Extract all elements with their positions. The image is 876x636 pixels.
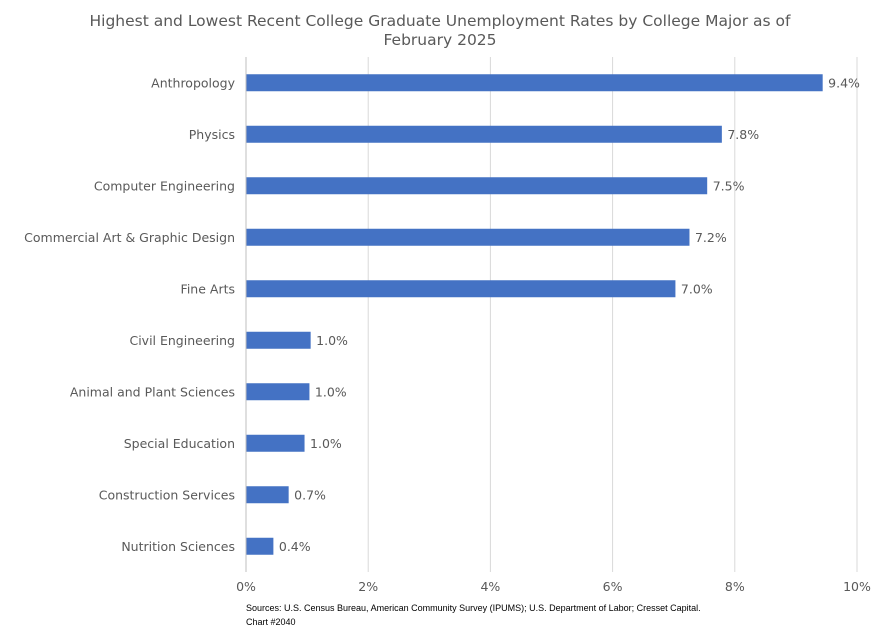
x-tick-label: 10%	[843, 579, 871, 594]
bar	[246, 280, 676, 298]
chart-title: Highest and Lowest Recent College Gradua…	[89, 12, 791, 49]
y-category-label: Fine Arts	[181, 281, 235, 296]
bar	[246, 331, 311, 349]
y-category-label: Computer Engineering	[94, 178, 235, 193]
bar	[246, 228, 690, 246]
x-tick-label: 2%	[358, 579, 378, 594]
data-label: 7.5%	[713, 178, 745, 193]
y-category-label: Commercial Art & Graphic Design	[24, 230, 235, 245]
y-category-label: Construction Services	[99, 487, 235, 502]
data-label: 0.7%	[294, 487, 326, 502]
y-category-label: Physics	[189, 127, 235, 142]
bar	[246, 74, 823, 92]
y-category-label: Anthropology	[151, 75, 235, 90]
data-label: 1.0%	[310, 436, 342, 451]
data-label: 7.8%	[727, 127, 759, 142]
data-label: 7.0%	[681, 281, 713, 296]
sources-note: Sources: U.S. Census Bureau, American Co…	[246, 603, 701, 613]
bar	[246, 125, 722, 143]
data-label: 1.0%	[316, 333, 348, 348]
chart-id: Chart #2040	[246, 617, 296, 627]
bar	[246, 383, 310, 401]
y-category-label: Nutrition Sciences	[121, 539, 235, 554]
x-tick-label: 0%	[236, 579, 256, 594]
data-label: 0.4%	[279, 539, 311, 554]
bar	[246, 177, 708, 195]
bar	[246, 537, 274, 555]
bar	[246, 486, 289, 504]
x-tick-label: 4%	[480, 579, 500, 594]
x-tick-label: 6%	[603, 579, 623, 594]
y-category-label: Animal and Plant Sciences	[70, 384, 235, 399]
data-label: 1.0%	[315, 384, 347, 399]
y-category-label: Civil Engineering	[129, 333, 235, 348]
bar	[246, 434, 305, 452]
x-tick-label: 8%	[725, 579, 745, 594]
chart-footer: Sources: U.S. Census Bureau, American Co…	[246, 601, 701, 629]
data-label: 9.4%	[828, 75, 860, 90]
y-category-label: Special Education	[124, 436, 235, 451]
data-label: 7.2%	[695, 230, 727, 245]
